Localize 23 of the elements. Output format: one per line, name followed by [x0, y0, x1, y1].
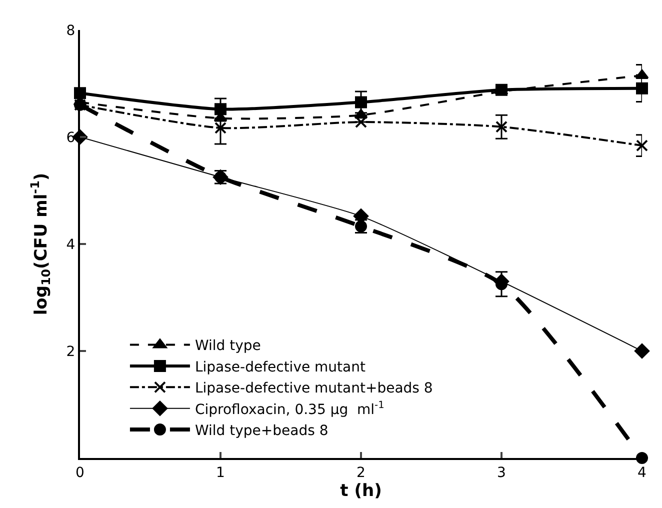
point	[496, 120, 508, 133]
point	[634, 344, 650, 358]
legend-label: Wild type	[194, 338, 261, 354]
y-tick-label: 2	[66, 344, 76, 360]
x-tick-label: 4	[638, 464, 647, 481]
point	[214, 122, 226, 134]
x-tick-label: 3	[497, 464, 506, 481]
point	[355, 96, 367, 108]
x-axis-title: t (h)	[340, 480, 382, 501]
legend-label: Ciprofloxacin, 0.35 µg ml$^{-1}$	[194, 400, 384, 418]
point	[635, 69, 649, 79]
y-tick-label: 8	[66, 22, 76, 39]
point	[636, 140, 648, 152]
point	[636, 82, 648, 94]
legend-label: Lipase-defective mutant	[194, 359, 366, 376]
point	[496, 84, 508, 96]
y-tick-label: 4	[66, 236, 76, 253]
legend-label: Lipase-defective mutant+beads 8	[194, 380, 433, 397]
x-tick-label: 1	[216, 464, 225, 481]
legend-label: Wild type+beads 8	[194, 423, 328, 440]
point	[636, 452, 648, 464]
x-tick-label: 0	[76, 464, 84, 481]
x-tick-label: 2	[356, 464, 366, 481]
